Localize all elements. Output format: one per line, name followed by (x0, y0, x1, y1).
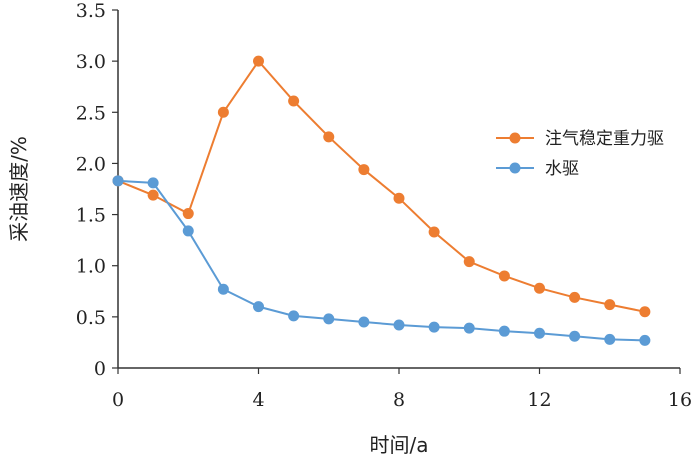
series-line-0 (117, 59, 646, 313)
data-point (428, 226, 440, 238)
x-axis-title: 时间/a (370, 433, 429, 457)
data-point (217, 283, 229, 295)
data-point (253, 55, 264, 67)
y-tick-label: 1.5 (76, 205, 106, 227)
data-point (604, 333, 616, 345)
data-point (147, 177, 159, 189)
series-line-1 (117, 179, 645, 342)
data-point (534, 327, 545, 339)
data-point (639, 306, 651, 318)
data-point (182, 208, 194, 220)
data-point (569, 330, 581, 342)
data-point (288, 310, 300, 322)
data-point (253, 301, 264, 313)
data-point (498, 270, 510, 282)
data-point (393, 319, 405, 331)
data-point (288, 95, 300, 107)
x-tick-label: 12 (527, 389, 551, 411)
y-tick-label: 3.5 (76, 0, 106, 22)
legend-marker (509, 162, 521, 174)
x-tick-label: 0 (112, 389, 124, 411)
data-point (358, 164, 370, 176)
legend-marker (509, 132, 521, 144)
x-tick-label: 16 (668, 389, 692, 411)
y-tick-label: 3.0 (76, 51, 106, 73)
x-tick-label: 8 (393, 389, 405, 411)
legend-label: 水驱 (545, 159, 579, 179)
data-point (428, 321, 440, 333)
data-point (358, 316, 370, 328)
data-point (639, 334, 651, 346)
data-point (182, 225, 194, 237)
legend-label: 注气稳定重力驱 (545, 129, 664, 149)
x-tick-label: 4 (252, 389, 264, 411)
data-point (604, 299, 616, 311)
series-layer (112, 55, 651, 346)
ticks: 0 0.5 1.0 1.5 2.0 2.5 3.0 3.5 0 4 8 12 16 (76, 0, 692, 411)
y-tick-label: 2.5 (76, 102, 106, 124)
data-point (534, 282, 545, 294)
data-point (463, 322, 475, 334)
data-point (569, 291, 581, 303)
data-point (323, 313, 335, 325)
y-tick-label: 0.5 (76, 307, 106, 329)
data-point (323, 131, 335, 143)
y-tick-label: 1.0 (76, 256, 106, 278)
data-point (217, 106, 229, 118)
axes (117, 10, 680, 369)
y-axis-title: 采油速度/% (7, 136, 31, 242)
data-point (463, 256, 475, 268)
data-point (147, 189, 159, 201)
data-point (112, 175, 124, 187)
data-point (393, 192, 405, 204)
y-tick-label: 0 (94, 358, 106, 380)
y-tick-label: 2.0 (76, 153, 106, 175)
data-point (498, 325, 510, 337)
